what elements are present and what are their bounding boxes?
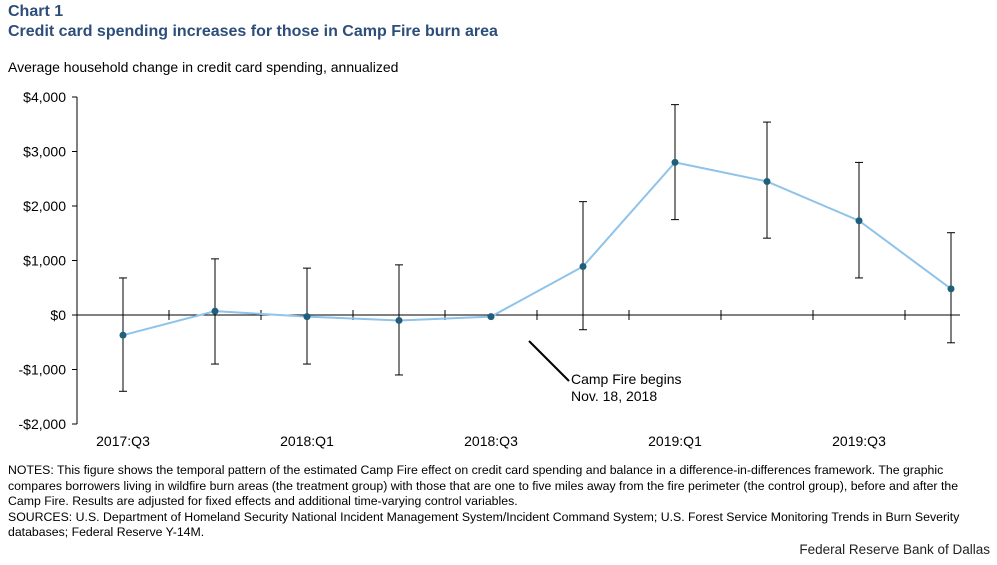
data-point xyxy=(671,158,679,166)
x-tick-label: 2019:Q1 xyxy=(648,433,702,449)
x-tick-label: 2017:Q3 xyxy=(96,433,150,449)
data-point xyxy=(119,331,127,339)
x-tick-label: 2018:Q3 xyxy=(464,433,518,449)
data-point xyxy=(763,177,771,185)
y-tick-label: $4,000 xyxy=(23,89,66,105)
data-point xyxy=(855,217,863,225)
data-point xyxy=(487,313,495,321)
x-tick-label: 2018:Q1 xyxy=(280,433,334,449)
y-tick-label: $0 xyxy=(50,307,66,323)
annotation-date: Nov. 18, 2018 xyxy=(571,388,657,404)
data-point xyxy=(303,313,311,321)
data-point xyxy=(395,316,403,324)
y-tick-label: $2,000 xyxy=(23,198,66,214)
annotation-label: Camp Fire begins xyxy=(571,371,682,387)
notes-block: NOTES: This figure shows the temporal pa… xyxy=(8,463,990,541)
line-chart: $4,000 $3,000 $2,000 $1,000 $0 -$1,000 -$2,000… xyxy=(19,89,960,449)
chart-number: Chart 1 xyxy=(8,3,64,20)
sources-text: SOURCES: U.S. Department of Homeland Sec… xyxy=(8,509,960,540)
data-point xyxy=(211,307,219,315)
data-point xyxy=(579,262,587,270)
annotation-arrow xyxy=(528,340,570,382)
x-tick-label: 2019:Q3 xyxy=(832,433,886,449)
y-tick-label: $3,000 xyxy=(23,144,66,160)
y-axis-label: Average household change in credit card … xyxy=(8,59,399,75)
notes-text: NOTES: This figure shows the temporal pa… xyxy=(8,463,959,508)
y-tick-label: -$2,000 xyxy=(19,416,67,432)
series-line xyxy=(122,161,952,337)
chart-title: Credit card spending increases for those… xyxy=(8,23,498,40)
data-point xyxy=(947,285,955,293)
y-tick-label: $1,000 xyxy=(23,253,66,269)
y-tick-label: -$1,000 xyxy=(19,362,67,378)
credit-label: Federal Reserve Bank of Dallas xyxy=(799,542,990,557)
